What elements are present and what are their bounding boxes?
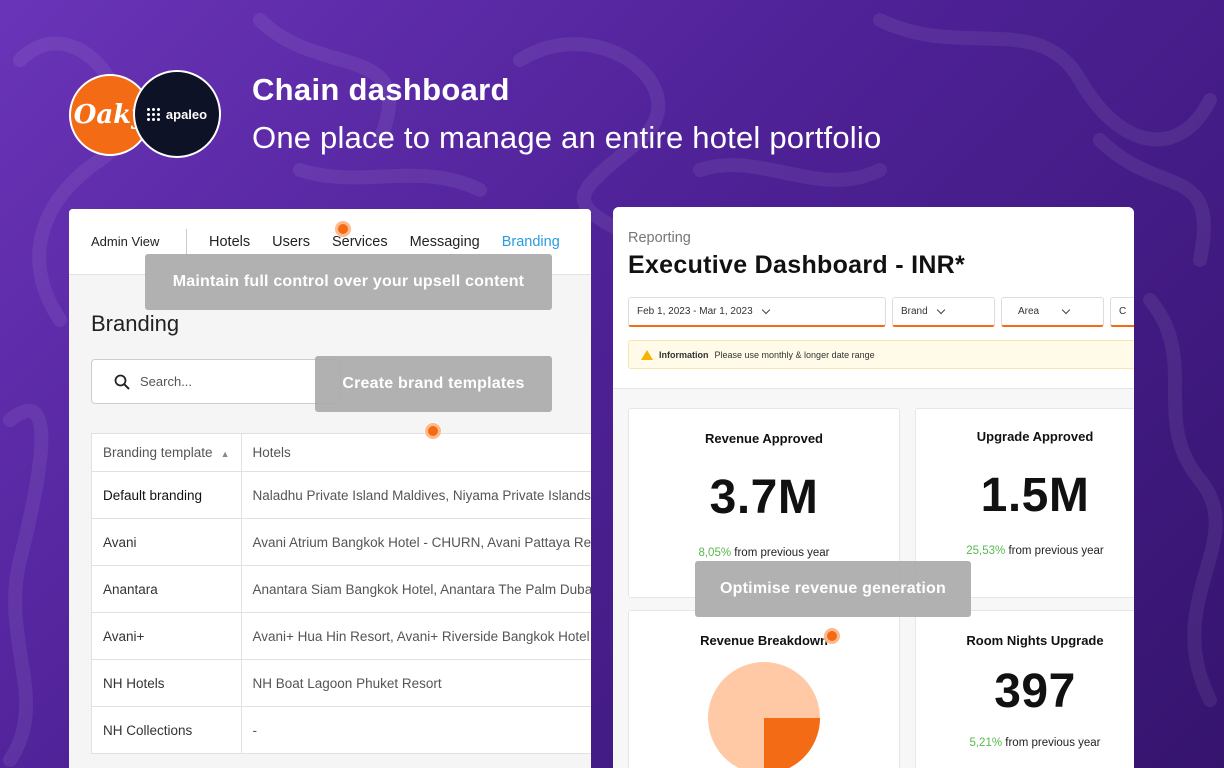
table-row[interactable]: Avani+ Avani+ Hua Hin Resort, Avani+ Riv…	[91, 612, 591, 660]
hero-title: Chain dashboard	[252, 72, 510, 107]
nav-item-messaging[interactable]: Messaging	[409, 233, 480, 250]
table-row[interactable]: Default branding Naladhu Private Island …	[91, 471, 591, 519]
template-cell: Anantara	[91, 565, 242, 613]
nav-admin-view[interactable]: Admin View	[69, 228, 187, 255]
card-delta: 5,21% from previous year	[916, 737, 1134, 749]
card-room-nights-upgrade[interactable]: Room Nights Upgrade 397 5,21% from previ…	[915, 610, 1134, 768]
delta-percent: 25,53%	[966, 545, 1006, 557]
extra-filter-label: C	[1119, 306, 1127, 317]
hotels-cell: -	[240, 706, 591, 754]
nav-item-users[interactable]: Users	[272, 233, 310, 250]
card-delta: 25,53% from previous year	[916, 545, 1134, 557]
delta-percent: 8,05%	[698, 547, 732, 559]
section-label: Reporting	[628, 230, 691, 246]
partner-logos: Oaky apaleo	[69, 70, 229, 162]
delta-text: from previous year	[1008, 545, 1104, 557]
area-filter-label: Area	[1018, 306, 1040, 317]
tooltip-brand-templates: Create brand templates	[315, 356, 552, 412]
info-banner: Information Please use monthly & longer …	[628, 340, 1134, 369]
card-delta: 8,05% from previous year	[629, 547, 899, 559]
info-label: Information	[659, 349, 709, 360]
pie-slice-dark[interactable]	[764, 718, 820, 768]
hotels-cell: Anantara Siam Bangkok Hotel, Anantara Th…	[240, 565, 591, 613]
template-cell: NH Hotels	[91, 659, 242, 707]
search-input[interactable]	[140, 374, 320, 389]
table-row[interactable]: Anantara Anantara Siam Bangkok Hotel, An…	[91, 565, 591, 613]
dashboard-title: Executive Dashboard - INR*	[628, 251, 966, 279]
revenue-pie-chart[interactable]	[704, 658, 824, 768]
brand-filter-label: Brand	[901, 306, 928, 317]
search-icon	[114, 374, 130, 390]
table-header: Branding template ▲ Hotels	[91, 433, 591, 472]
column-header-template[interactable]: Branding template ▲	[91, 433, 242, 472]
sort-up-icon[interactable]: ▲	[220, 449, 230, 459]
card-value: 397	[994, 665, 1076, 718]
hotspot-marker[interactable]	[824, 628, 840, 644]
date-range-filter[interactable]: Feb 1, 2023 - Mar 1, 2023	[628, 297, 886, 327]
nav-item-hotels[interactable]: Hotels	[209, 233, 251, 250]
template-cell: Avani	[91, 518, 242, 566]
page-title: Branding	[91, 311, 180, 336]
table-row[interactable]: NH Hotels NH Boat Lagoon Phuket Resort	[91, 659, 591, 707]
card-title: Upgrade Approved	[976, 429, 1094, 444]
tooltip-upsell-content: Maintain full control over your upsell c…	[145, 254, 552, 310]
search-box[interactable]	[91, 359, 341, 404]
card-title: Room Nights Upgrade	[966, 633, 1104, 648]
chevron-down-icon	[936, 305, 945, 315]
card-value: 3.7M	[709, 471, 819, 524]
info-text: Please use monthly & longer date range	[714, 349, 875, 360]
extra-filter[interactable]: C	[1110, 297, 1134, 327]
apaleo-logo: apaleo	[133, 70, 221, 158]
template-cell: Default branding	[91, 471, 242, 519]
chevron-down-icon	[761, 305, 770, 315]
column-header-template-label: Branding template	[103, 445, 213, 460]
branding-table: Branding template ▲ Hotels Default brandi…	[91, 433, 591, 754]
chevron-down-icon	[1061, 305, 1071, 315]
hotels-cell: Naladhu Private Island Maldives, Niyama …	[240, 471, 591, 519]
card-title: Revenue Approved	[705, 431, 823, 446]
template-cell: NH Collections	[91, 706, 242, 754]
delta-text: from previous year	[734, 547, 830, 559]
card-title: Revenue Breakdown	[700, 633, 828, 648]
apaleo-logo-text: apaleo	[165, 106, 208, 122]
card-revenue-breakdown[interactable]: Revenue Breakdown	[628, 610, 900, 768]
hotels-cell: NH Boat Lagoon Phuket Resort	[240, 659, 591, 707]
column-header-hotels[interactable]: Hotels	[240, 433, 591, 472]
hero-subtitle: One place to manage an entire hotel port…	[252, 120, 882, 155]
hotspot-marker[interactable]	[425, 423, 441, 439]
warning-icon	[641, 349, 653, 360]
table-row[interactable]: Avani Avani Atrium Bangkok Hotel - CHURN…	[91, 518, 591, 566]
nav-item-branding[interactable]: Branding	[501, 233, 560, 250]
card-value: 1.5M	[980, 469, 1090, 522]
apaleo-dots-icon	[146, 107, 160, 121]
nav-item-services[interactable]: Services	[331, 233, 388, 250]
delta-text: from previous year	[1005, 737, 1101, 749]
hotels-cell: Avani+ Hua Hin Resort, Avani+ Riverside …	[240, 612, 591, 660]
brand-filter[interactable]: Brand	[892, 297, 995, 327]
template-cell: Avani+	[91, 612, 242, 660]
tooltip-revenue-generation: Optimise revenue generation	[695, 561, 971, 617]
hotels-cell: Avani Atrium Bangkok Hotel - CHURN, Avan…	[240, 518, 591, 566]
date-range-value: Feb 1, 2023 - Mar 1, 2023	[637, 306, 753, 317]
table-row[interactable]: NH Collections -	[91, 706, 591, 754]
reporting-panel: Reporting Executive Dashboard - INR* Feb…	[613, 207, 1134, 768]
area-filter[interactable]: Area	[1001, 297, 1104, 327]
delta-percent: 5,21%	[969, 737, 1003, 749]
hotspot-marker[interactable]	[335, 221, 351, 237]
oaky-logo: Oaky	[69, 74, 151, 156]
report-header: Reporting Executive Dashboard - INR* Feb…	[613, 207, 1134, 389]
